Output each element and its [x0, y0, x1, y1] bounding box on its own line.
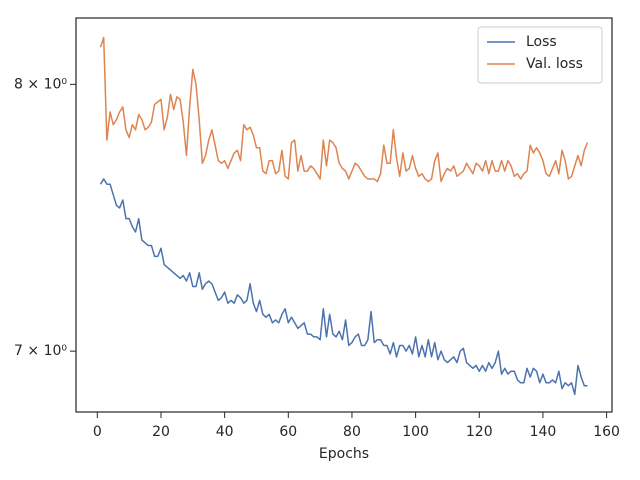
- x-tick-label: 140: [530, 424, 557, 440]
- x-tick-label: 60: [279, 424, 297, 440]
- line-series: [99, 36, 589, 183]
- x-tick-label: 40: [216, 424, 234, 440]
- x-tick-label: 100: [402, 424, 429, 440]
- line-series: [99, 178, 588, 396]
- x-tick-label: 80: [343, 424, 361, 440]
- legend-label: Loss: [526, 34, 557, 50]
- x-tick-label: 120: [466, 424, 493, 440]
- x-tick-label: 0: [93, 424, 102, 440]
- y-tick-label: 7 × 10⁰: [14, 343, 67, 359]
- y-tick-label: 8 × 10⁰: [14, 76, 67, 92]
- x-axis-label: Epochs: [319, 446, 369, 462]
- legend-label: Val. loss: [526, 56, 583, 72]
- x-tick-label: 20: [152, 424, 170, 440]
- x-tick-label: 160: [593, 424, 620, 440]
- legend-box: [477, 26, 603, 84]
- plot-frame: [75, 17, 613, 413]
